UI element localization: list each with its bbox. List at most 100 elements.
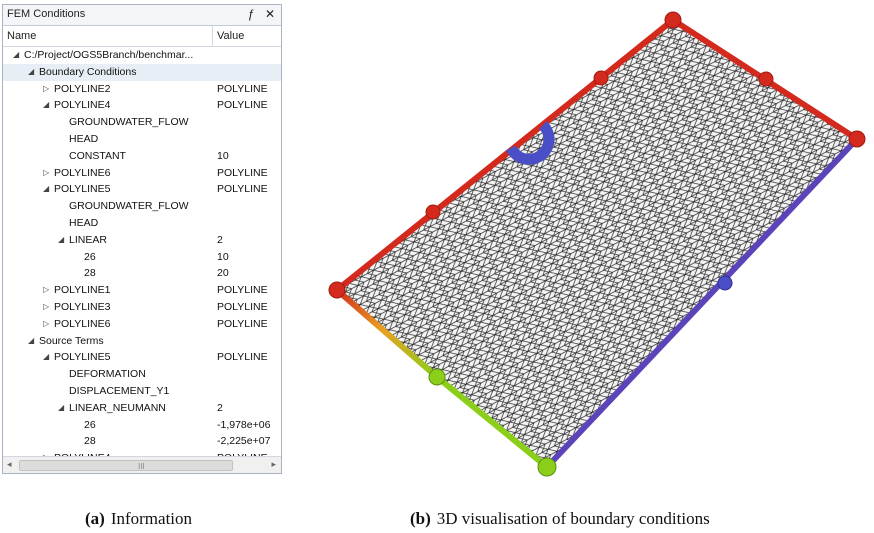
tree-row[interactable]: DEFORMATION bbox=[3, 366, 281, 383]
node-left-lower[interactable] bbox=[428, 368, 446, 386]
tree-row-label: POLYLINE4 bbox=[54, 99, 111, 112]
expand-arrow-icon[interactable]: ▷ bbox=[43, 285, 50, 295]
tree-row-label: HEAD bbox=[69, 216, 99, 229]
tree-row[interactable]: 26 -1,978e+06 bbox=[3, 417, 281, 434]
tree-row[interactable]: ▷ POLYLINE3 POLYLINE bbox=[3, 299, 281, 316]
caption-b: (b) 3D visualisation of boundary conditio… bbox=[410, 509, 710, 529]
tree-row[interactable]: ◢ Source Terms bbox=[3, 333, 281, 350]
tree-row-label: POLYLINE6 bbox=[54, 166, 111, 179]
tree-row-label: LINEAR_NEUMANN bbox=[69, 401, 166, 414]
tree-row-label: POLYLINE3 bbox=[54, 300, 111, 313]
column-name-header[interactable]: Name bbox=[7, 30, 37, 42]
boundary-right bbox=[544, 136, 860, 470]
tree-row-label: POLYLINE5 bbox=[54, 351, 111, 364]
tree-row[interactable]: ◢ C:/Project/OGS5Branch/benchmar... bbox=[3, 47, 281, 64]
node-left-mid[interactable] bbox=[425, 204, 441, 220]
collapse-arrow-icon[interactable]: ◢ bbox=[58, 234, 65, 244]
tree-row[interactable]: ◢ LINEAR 2 bbox=[3, 232, 281, 249]
collapse-arrow-icon[interactable]: ◢ bbox=[43, 100, 50, 110]
tree-row[interactable]: ▷ POLYLINE1 POLYLINE bbox=[3, 282, 281, 299]
caption-a-tag: (a) bbox=[85, 509, 105, 528]
scroll-grip-icon: III bbox=[138, 462, 145, 471]
tree-row-value: POLYLINE bbox=[217, 317, 268, 330]
boundary-left-lower bbox=[335, 287, 439, 380]
tree-row[interactable]: 26 10 bbox=[3, 249, 281, 266]
panel-titlebar: FEM Conditions ƒ ✕ bbox=[3, 5, 281, 26]
column-separator[interactable] bbox=[212, 26, 213, 46]
boundary-bottom bbox=[435, 374, 549, 470]
close-icon[interactable]: ✕ bbox=[264, 7, 275, 21]
caption-a-text: Information bbox=[110, 509, 193, 528]
collapse-arrow-icon[interactable]: ◢ bbox=[28, 335, 35, 345]
tree-row[interactable]: ▷ POLYLINE6 POLYLINE bbox=[3, 165, 281, 182]
scroll-thumb[interactable]: III bbox=[19, 460, 233, 471]
tree-row[interactable]: 28 -2,225e+07 bbox=[3, 433, 281, 450]
tree-row[interactable]: DISPLACEMENT_Y1 bbox=[3, 383, 281, 400]
node-right[interactable] bbox=[848, 130, 866, 148]
column-header: Name Value bbox=[3, 26, 281, 47]
tree-row[interactable]: CONSTANT 10 bbox=[3, 148, 281, 165]
node-left[interactable] bbox=[328, 281, 346, 299]
caption-b-tag: (b) bbox=[410, 509, 431, 528]
tree-row[interactable]: GROUNDWATER_FLOW bbox=[3, 198, 281, 215]
tree-row[interactable]: HEAD bbox=[3, 215, 281, 232]
collapse-arrow-icon[interactable]: ◢ bbox=[13, 50, 20, 59]
condition-tree: ◢ C:/Project/OGS5Branch/benchmar... ◢ Bound… bbox=[3, 47, 281, 467]
horizontal-scrollbar[interactable]: ◂ III ▸ bbox=[3, 456, 281, 473]
scroll-right-icon[interactable]: ▸ bbox=[271, 459, 276, 469]
tree-row-value: 20 bbox=[217, 267, 229, 280]
fem-conditions-panel: FEM Conditions ƒ ✕ Name Value ◢ C:/Projec… bbox=[2, 4, 282, 474]
collapse-arrow-icon[interactable]: ◢ bbox=[28, 66, 35, 76]
caption-a: (a) Information bbox=[85, 509, 192, 529]
tree-row-label: POLYLINE2 bbox=[54, 82, 111, 95]
expand-arrow-icon[interactable]: ▷ bbox=[43, 301, 50, 311]
tree-row[interactable]: HEAD bbox=[3, 131, 281, 148]
tree-row[interactable]: GROUNDWATER_FLOW bbox=[3, 114, 281, 131]
tree-row[interactable]: ◢ Boundary Conditions bbox=[3, 63, 281, 81]
tree-row-label: DISPLACEMENT_Y1 bbox=[69, 384, 170, 397]
tree-row-label: Source Terms bbox=[39, 334, 104, 347]
column-value-header[interactable]: Value bbox=[217, 30, 245, 42]
tree-row[interactable]: ◢ POLYLINE5 POLYLINE bbox=[3, 181, 281, 198]
tree-row-value: POLYLINE bbox=[217, 351, 268, 364]
tree-row-label: C:/Project/OGS5Branch/benchmar... bbox=[24, 49, 194, 61]
scroll-left-icon[interactable]: ◂ bbox=[7, 459, 12, 469]
tree-row-value: POLYLINE bbox=[217, 82, 268, 95]
tree-row-value: POLYLINE bbox=[217, 166, 268, 179]
collapse-arrow-icon[interactable]: ◢ bbox=[43, 352, 50, 362]
tree-row[interactable]: ▷ POLYLINE6 POLYLINE bbox=[3, 316, 281, 333]
tree-row[interactable]: 28 20 bbox=[3, 265, 281, 282]
expand-arrow-icon[interactable]: ▷ bbox=[43, 318, 50, 328]
tree-row[interactable]: ◢ POLYLINE5 POLYLINE bbox=[3, 349, 281, 366]
node-right-mid[interactable] bbox=[717, 275, 733, 291]
caption-b-text: 3D visualisation of boundary conditions bbox=[436, 509, 710, 528]
tree-row-value: 2 bbox=[217, 401, 223, 414]
tree-row-label: 26 bbox=[84, 250, 96, 263]
expand-arrow-icon[interactable]: ▷ bbox=[43, 83, 50, 93]
tree-row-label: 26 bbox=[84, 418, 96, 431]
float-icon[interactable]: ƒ bbox=[247, 7, 255, 21]
tree-row-label: POLYLINE5 bbox=[54, 183, 111, 196]
tree-row-label: HEAD bbox=[69, 132, 99, 145]
collapse-arrow-icon[interactable]: ◢ bbox=[58, 402, 65, 412]
tree-row[interactable]: ◢ POLYLINE4 POLYLINE bbox=[3, 97, 281, 114]
tree-row[interactable]: ◢ LINEAR_NEUMANN 2 bbox=[3, 400, 281, 417]
tree-row-value: 10 bbox=[217, 149, 229, 162]
tree-row-label: GROUNDWATER_FLOW bbox=[69, 200, 189, 213]
node-top[interactable] bbox=[664, 11, 682, 29]
tree-row-value: -1,978e+06 bbox=[217, 418, 271, 431]
tree-row-label: GROUNDWATER_FLOW bbox=[69, 116, 189, 129]
tree-row-value: 2 bbox=[217, 233, 223, 246]
node-top-right-mid[interactable] bbox=[758, 71, 774, 87]
expand-arrow-icon[interactable]: ▷ bbox=[43, 167, 50, 177]
tree-row[interactable]: ▷ POLYLINE2 POLYLINE bbox=[3, 81, 281, 98]
node-bottom[interactable] bbox=[537, 457, 557, 477]
tree-row-label: POLYLINE1 bbox=[54, 284, 111, 297]
collapse-arrow-icon[interactable]: ◢ bbox=[43, 184, 50, 194]
boundary-top-left bbox=[335, 17, 675, 293]
tree-row-value: POLYLINE bbox=[217, 284, 268, 297]
node-top-left-mid[interactable] bbox=[593, 70, 609, 86]
tree-row-label: 28 bbox=[84, 267, 96, 280]
tree-row-value: POLYLINE bbox=[217, 183, 268, 196]
tree-row-label: CONSTANT bbox=[69, 149, 126, 162]
